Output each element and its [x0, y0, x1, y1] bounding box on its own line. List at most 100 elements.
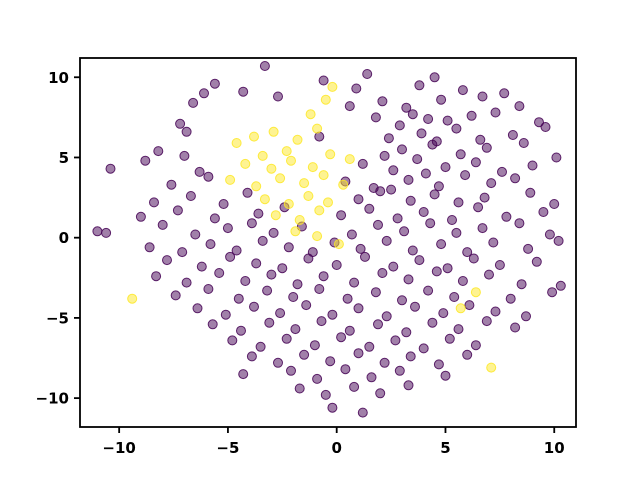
- scatter-point: [238, 369, 249, 380]
- scatter-point: [257, 235, 268, 246]
- axes-border: [79, 57, 577, 428]
- scatter-point: [547, 287, 558, 298]
- x-tick-label: 5: [440, 439, 450, 457]
- x-tick-label: −10: [102, 439, 135, 457]
- scatter-point: [405, 351, 416, 362]
- scatter-point: [453, 324, 464, 335]
- scatter-point: [344, 101, 355, 112]
- scatter-point: [497, 166, 507, 177]
- scatter-point: [336, 210, 347, 221]
- scatter-point: [473, 202, 484, 213]
- scatter-point: [209, 213, 220, 224]
- scatter-point: [490, 107, 501, 118]
- scatter-point: [179, 150, 190, 161]
- scatter-point: [240, 276, 251, 286]
- scatter-point: [373, 219, 383, 230]
- scatter-point: [436, 239, 447, 250]
- scatter-point: [416, 128, 427, 139]
- scatter-point: [531, 256, 542, 267]
- scatter-point: [277, 263, 288, 274]
- scatter-point: [344, 154, 355, 165]
- scatter-point: [364, 341, 375, 352]
- scatter-point: [397, 144, 407, 155]
- scatter-point: [303, 191, 314, 201]
- scatter-point: [312, 123, 323, 134]
- scatter-point: [209, 78, 220, 89]
- scatter-point: [470, 287, 481, 298]
- scatter-point: [451, 227, 462, 238]
- scatter-point: [392, 213, 403, 224]
- scatter-point: [510, 173, 521, 184]
- scatter-point: [227, 335, 238, 346]
- scatter-point: [499, 88, 510, 99]
- scatter-point: [338, 179, 349, 190]
- scatter-point: [162, 255, 172, 266]
- scatter-point: [414, 255, 425, 266]
- scatter-point: [231, 138, 242, 148]
- scatter-point: [370, 112, 381, 123]
- scatter-point: [288, 292, 299, 302]
- scatter-point: [433, 359, 444, 370]
- scatter-point: [175, 118, 186, 129]
- scatter-point: [386, 184, 397, 195]
- scatter-point: [320, 389, 331, 400]
- scatter-point: [275, 308, 286, 319]
- scatter-point: [299, 178, 310, 189]
- y-tick-label: 10: [48, 69, 69, 87]
- y-tick-label: −10: [36, 390, 69, 408]
- scatter-point: [140, 155, 151, 166]
- scatter-point: [429, 189, 440, 200]
- scatter-point: [268, 227, 279, 238]
- scatter-point: [170, 290, 181, 301]
- scatter-point: [231, 245, 242, 256]
- scatter-point: [377, 268, 388, 278]
- scatter-point: [433, 181, 444, 192]
- scatter-point: [336, 332, 347, 343]
- scatter-point: [401, 102, 412, 113]
- scatter-point: [316, 316, 327, 327]
- scatter-point: [381, 311, 392, 322]
- scatter-point: [453, 197, 464, 208]
- scatter-point: [438, 308, 449, 319]
- scatter-point: [501, 211, 512, 222]
- scatter-point: [318, 170, 329, 181]
- scatter-point: [538, 207, 549, 217]
- scatter-point: [460, 170, 471, 181]
- scatter-point: [525, 187, 536, 198]
- scatter-point: [388, 165, 399, 176]
- scatter-point: [292, 134, 303, 145]
- scatter-point: [246, 218, 257, 229]
- scatter-point: [488, 237, 499, 248]
- scatter-point: [325, 356, 336, 367]
- scatter-point: [423, 114, 434, 124]
- scatter-point: [381, 235, 392, 246]
- scatter-point: [320, 94, 331, 105]
- scatter-point: [266, 269, 277, 280]
- scatter-point: [436, 94, 447, 105]
- scatter-point: [514, 218, 525, 229]
- scatter-point: [281, 146, 292, 157]
- scatter-point: [447, 215, 457, 225]
- scatter-point: [399, 226, 410, 237]
- scatter-point: [181, 126, 192, 137]
- scatter-point: [188, 97, 199, 108]
- scatter-point: [275, 173, 286, 184]
- scatter-point: [196, 261, 207, 272]
- scatter-point: [249, 131, 259, 142]
- scatter-point: [253, 208, 264, 219]
- scatter-point: [414, 80, 425, 91]
- scatter-point: [194, 166, 205, 177]
- scatter-point: [144, 242, 155, 253]
- scatter-point: [455, 149, 466, 160]
- scatter-point: [418, 343, 429, 354]
- scatter-point: [418, 207, 429, 217]
- scatter-point: [281, 333, 292, 344]
- scatter-point: [240, 158, 251, 169]
- scatter-point: [423, 285, 434, 296]
- scatter-point: [166, 179, 177, 190]
- scatter-point: [427, 317, 438, 328]
- scatter-point: [331, 260, 342, 270]
- scatter-point: [273, 91, 283, 102]
- scatter-point: [259, 61, 270, 71]
